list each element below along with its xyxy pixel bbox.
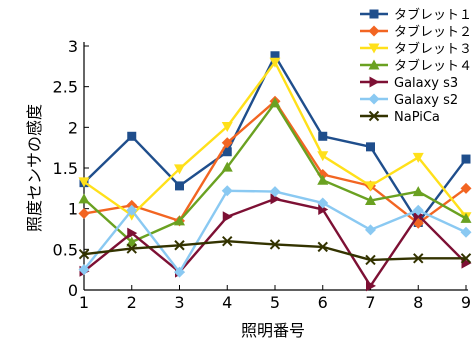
data-point [460, 212, 472, 223]
legend-label: NaPiCa [394, 110, 440, 125]
data-point [269, 57, 281, 68]
data-point [460, 182, 472, 194]
legend-label: タブレット４ [394, 58, 472, 74]
data-point [221, 137, 233, 149]
x-axis-label: 照明番号 [241, 321, 305, 340]
legend-entry: タブレット１ [360, 7, 472, 23]
y-axis-label: 照度センサの感度 [25, 104, 44, 232]
data-point [222, 147, 232, 157]
x-tick-label: 4 [222, 293, 232, 312]
x-tick-label: 5 [270, 293, 280, 312]
data-point [318, 203, 329, 215]
data-point [365, 181, 376, 192]
data-point [412, 204, 424, 216]
legend-swatch-marker [368, 93, 380, 105]
data-point [78, 264, 90, 276]
data-point [174, 266, 185, 278]
x-tick-label: 8 [413, 293, 423, 312]
data-point [221, 185, 233, 197]
data-point [78, 193, 90, 204]
data-point [270, 51, 280, 61]
data-point [78, 249, 90, 260]
data-point [461, 154, 471, 164]
data-point [317, 241, 328, 253]
legend-swatch-marker [368, 25, 380, 37]
x-tick-label: 6 [318, 293, 328, 312]
legend-entry: Galaxy s2 [360, 93, 458, 108]
legend-entry: Galaxy s3 [360, 76, 458, 91]
data-point [174, 164, 185, 175]
x-tick-label: 3 [174, 293, 184, 312]
data-point [221, 161, 233, 172]
data-point [365, 195, 376, 206]
y-tick-label: 0 [68, 281, 78, 300]
legend-swatch-marker [368, 110, 380, 122]
data-point [269, 239, 281, 250]
y-tick-label: 2.5 [53, 78, 78, 97]
data-point [318, 131, 328, 141]
data-point [366, 142, 375, 152]
legend-label: Galaxy s2 [394, 93, 458, 108]
x-tick-label: 9 [461, 293, 471, 312]
series-layer [78, 51, 472, 292]
legend-entry: NaPiCa [360, 110, 440, 125]
legend-label: タブレット３ [394, 41, 472, 57]
legend-swatch-marker [368, 43, 380, 54]
data-point [127, 131, 137, 141]
data-point [317, 174, 329, 185]
series-4 [78, 97, 472, 247]
data-point [78, 177, 90, 188]
series-6 [78, 185, 472, 278]
data-point [460, 226, 472, 238]
data-point [366, 280, 376, 292]
data-point [222, 235, 233, 247]
x-tick-label: 1 [79, 293, 89, 312]
data-point [413, 253, 424, 264]
y-tick-label: 3 [68, 37, 78, 56]
y-tick-label: 0.5 [53, 240, 78, 259]
legend-label: タブレット１ [394, 7, 472, 23]
data-point [412, 152, 424, 163]
data-point [126, 236, 138, 247]
data-point [222, 211, 233, 223]
series-line [83, 197, 467, 288]
x-tick-label: 7 [365, 293, 375, 312]
legend-entry: タブレット２ [360, 24, 472, 40]
data-point [460, 253, 472, 264]
data-point [174, 240, 185, 251]
data-point [317, 197, 329, 209]
data-point [126, 204, 138, 216]
data-point [365, 224, 376, 236]
legend-entry: タブレット３ [360, 41, 472, 57]
data-point [269, 186, 281, 198]
data-point [78, 208, 90, 220]
legend-swatch-marker [369, 76, 380, 88]
y-tick-label: 1.5 [53, 159, 78, 178]
series-7 [78, 235, 472, 266]
legend-swatch-marker [369, 9, 379, 19]
series-2 [78, 95, 472, 229]
legend-entry: タブレット４ [360, 58, 472, 74]
legend-label: タブレット２ [394, 24, 472, 40]
data-point [412, 186, 424, 197]
y-tick-label: 2 [68, 118, 78, 137]
data-point [317, 151, 329, 162]
data-point [175, 181, 184, 191]
data-point [174, 215, 185, 226]
legend-label: Galaxy s3 [394, 76, 458, 91]
data-point [126, 243, 137, 254]
x-tick-label: 2 [127, 293, 137, 312]
y-tick-label: 1 [68, 200, 78, 219]
data-point [270, 193, 281, 205]
data-point [269, 97, 281, 108]
data-point [127, 227, 138, 239]
data-point [365, 254, 376, 266]
legend-swatch-marker [368, 59, 380, 70]
axes: 0 0.5 1 1.5 2 2.5 3 1 2 3 4 5 6 7 8 9 [53, 37, 472, 312]
data-point [221, 122, 233, 133]
